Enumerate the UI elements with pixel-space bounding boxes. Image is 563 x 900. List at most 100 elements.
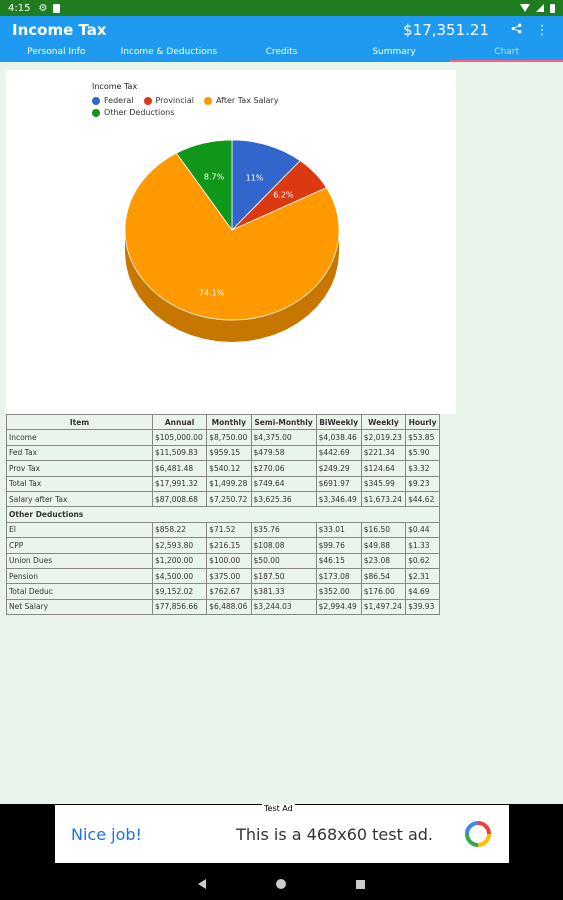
table-cell: $49.88	[360, 537, 407, 554]
table-cell: $17,991.32	[151, 475, 208, 492]
table-cell: $352.00	[315, 583, 362, 600]
table-row: Prov Tax $6,481.48 $540.12 $270.06 $249.29 $1…	[6, 460, 440, 477]
table-cell: $3,346.49	[315, 490, 362, 508]
row-label: CPP	[6, 537, 153, 554]
tab-credits[interactable]: Credits	[265, 47, 298, 57]
back-icon[interactable]	[198, 879, 206, 889]
table-row: Pension $4,500.00 $375.00 $187.50 $173.08 $86…	[6, 567, 440, 585]
table-cell: $100.00	[206, 552, 252, 569]
table-cell: $9.23	[405, 475, 440, 492]
table-cell: $6,481.48	[151, 460, 208, 477]
table-cell: $2.31	[405, 567, 440, 585]
table-cell: $44.62	[405, 490, 440, 508]
settings-icon: ⚙	[38, 2, 48, 14]
table-cell: $3,625.36	[250, 490, 317, 508]
row-label: Prov Tax	[6, 460, 153, 477]
table-cell: $0.62	[405, 552, 440, 569]
more-options-icon[interactable]: ⋮	[535, 22, 549, 38]
pie-data-label: 6.2%	[273, 191, 294, 200]
table-cell: $16.50	[360, 521, 407, 539]
table-cell: $442.69	[315, 444, 362, 462]
table-row: Union Dues $1,200.00 $100.00 $50.00 $46.15 $2…	[6, 552, 440, 569]
table-cell: $249.29	[315, 460, 362, 477]
table-cell: $39.93	[405, 598, 440, 616]
row-label: EI	[6, 521, 153, 539]
ad-label: Test Ad	[262, 804, 295, 813]
table-row: EI $858.22 $71.52 $35.76 $33.01 $16.50 $0.44	[6, 521, 440, 539]
legend-label: Federal	[104, 96, 134, 105]
tab-chart[interactable]: Chart	[450, 44, 563, 62]
row-label: Union Dues	[6, 552, 153, 569]
table-row: Income $105,000.00 $8,750.00 $4,375.00 $4,03…	[6, 429, 440, 446]
ad-banner[interactable]: Nice job! This is a 468x60 test ad.	[55, 805, 509, 863]
share-icon[interactable]	[507, 23, 525, 38]
table-cell: $479.58	[250, 444, 317, 462]
legend-item-provincial: Provincial	[143, 96, 194, 105]
table-cell: $9,152.02	[151, 583, 208, 600]
legend-item-other-deductions: Other Deductions	[92, 108, 174, 117]
sdcard-icon	[53, 3, 61, 13]
row-label: Fed Tax	[6, 444, 153, 462]
table-cell: $8,750.00	[206, 429, 252, 446]
ad-text: This is a 468x60 test ad.	[236, 824, 433, 844]
home-icon[interactable]	[276, 879, 286, 889]
row-label: Salary after Tax	[6, 490, 153, 508]
pie-chart: 11% 6.2% 74.1% 8.7%	[124, 139, 340, 342]
table-row: Total Deduc $9,152.02 $762.67 $381.33 $352.0…	[6, 583, 440, 600]
signal-icon	[536, 4, 544, 12]
header-item: Item	[6, 413, 153, 431]
table-cell: $176.00	[360, 583, 407, 600]
table-cell: $2,994.49	[315, 598, 362, 616]
header-biweekly: BiWeekly	[315, 413, 362, 431]
table-cell: $108.08	[250, 537, 317, 554]
table-cell: $11,509.83	[151, 444, 208, 462]
table-cell: $3.32	[405, 460, 440, 477]
table-cell: $173.08	[315, 567, 362, 585]
tab-income-deductions[interactable]: Income & Deductions	[120, 47, 218, 57]
app-title: Income Tax	[12, 21, 107, 39]
legend-dot	[92, 108, 100, 117]
tab-bar: Personal Info Income & Deductions Credit…	[0, 44, 563, 62]
legend-label: Other Deductions	[104, 108, 175, 117]
table-cell: $691.97	[315, 475, 362, 492]
table-cell: $5.90	[405, 444, 440, 462]
table-cell: $105,000.00	[151, 429, 208, 446]
tab-personal-info[interactable]: Personal Info	[27, 47, 86, 57]
chart-card: 11% 6.2% 74.1% 8.7% Income Tax Federal Prov…	[6, 70, 456, 414]
table-cell: $53.85	[405, 429, 440, 446]
table-cell: $375.00	[206, 567, 252, 585]
net-amount: $17,351.21	[403, 21, 489, 39]
table-cell: $1,497.24	[360, 598, 407, 616]
chart-title: Income Tax	[92, 82, 138, 91]
pie-data-label: 11%	[246, 174, 264, 183]
pie-slice-federal	[231, 139, 301, 231]
status-time: 4:15	[8, 2, 31, 14]
table-cell: $345.99	[360, 475, 407, 492]
table-row: CPP $2,593.80 $216.15 $108.08 $99.76 $49.88 $1…	[6, 537, 440, 554]
pie-slice-other-deductions	[175, 139, 233, 232]
table-header-row: Item Annual Monthly Semi-Monthly BiWeekl…	[6, 413, 440, 431]
table-cell: $35.76	[250, 521, 317, 539]
pie-slice-after-tax-salary	[124, 152, 340, 321]
table-cell: $4,500.00	[151, 567, 208, 585]
table-cell: $959.15	[206, 444, 252, 462]
table-cell: $1.33	[405, 537, 440, 554]
system-nav-bar	[0, 868, 563, 900]
table-cell: $4,038.46	[315, 429, 362, 446]
header-annual: Annual	[151, 413, 208, 431]
legend-dot	[203, 96, 212, 105]
table-cell: $4,375.00	[250, 429, 317, 446]
tab-summary[interactable]: Summary	[372, 47, 416, 57]
pie-slice-side	[125, 230, 339, 342]
header-weekly: Weekly	[360, 413, 407, 431]
table-row: Salary after Tax $87,008.68 $7,250.72 $3,62…	[6, 490, 440, 508]
table-cell: $1,673.24	[360, 490, 407, 508]
table-row: Fed Tax $11,509.83 $959.15 $479.58 $442.69 $2…	[6, 444, 440, 462]
table-cell: $86.54	[360, 567, 407, 585]
recent-apps-icon[interactable]	[356, 879, 365, 889]
table-cell: $216.15	[206, 537, 252, 554]
battery-icon	[550, 3, 555, 13]
table-cell: $762.67	[206, 583, 252, 600]
table-row: Total Tax $17,991.32 $1,499.28 $749.64 $691.…	[6, 475, 440, 492]
pie-data-label: 74.1%	[199, 289, 225, 298]
